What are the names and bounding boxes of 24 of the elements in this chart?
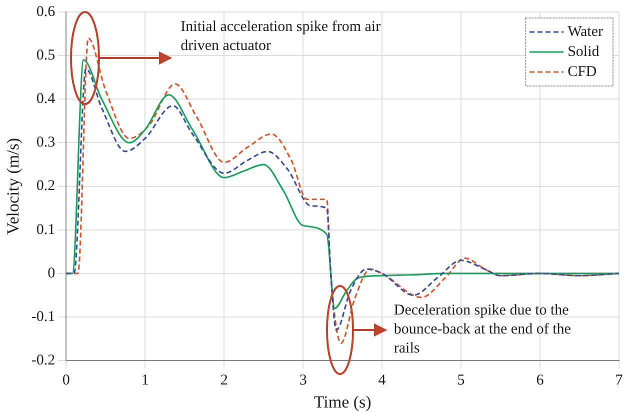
y-tick-label: 0.6 <box>36 4 56 20</box>
y-tick-label: -0.2 <box>31 352 56 369</box>
legend-label: Water <box>568 24 604 40</box>
y-tick-label: 0.4 <box>36 91 56 108</box>
y-tick-label: 0.2 <box>36 178 56 194</box>
x-tick-label: 0 <box>62 372 70 389</box>
x-tick-label: 4 <box>378 372 386 389</box>
x-tick-label: 6 <box>536 372 544 389</box>
y-axis-title: Velocity (m/s) <box>4 138 23 235</box>
x-axis-title: Time (s) <box>314 392 372 412</box>
x-tick-label: 5 <box>457 372 465 389</box>
annotation: Deceleration spike due to the bounce-back at the end of the rails <box>394 302 572 356</box>
y-tick-label: 0.5 <box>36 48 56 64</box>
y-tick-label: -0.1 <box>31 308 56 325</box>
x-tick-label: 3 <box>299 372 307 389</box>
legend-label: CFD <box>568 64 597 80</box>
y-tick-label: 0 <box>48 265 56 282</box>
x-tick-label: 2 <box>220 372 228 389</box>
legend-label: Solid <box>568 44 600 60</box>
x-tick-label: 7 <box>615 372 624 389</box>
y-tick-label: 0.3 <box>36 134 56 151</box>
x-tick-label: 1 <box>141 372 149 389</box>
annotation: Initial acceleration spike from air driven actuator <box>180 19 381 54</box>
y-tick-label: 0.1 <box>36 222 56 238</box>
